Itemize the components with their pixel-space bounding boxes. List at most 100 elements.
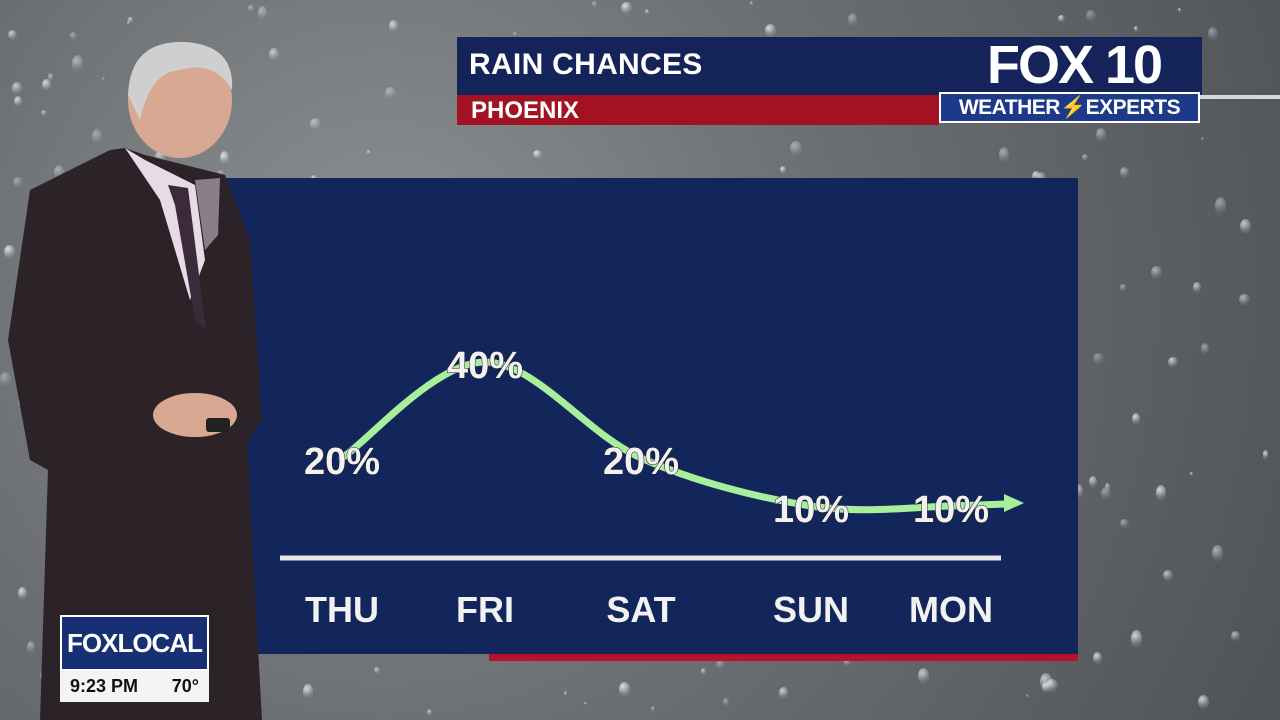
rain-drop <box>1151 266 1162 280</box>
rain-drop <box>645 9 650 15</box>
rain-drop <box>591 0 598 9</box>
rain-drop <box>1201 343 1210 355</box>
rain-drop <box>1073 483 1084 499</box>
category-label: SAT <box>606 589 675 630</box>
rain-drop <box>1025 693 1030 698</box>
series-arrow <box>1004 494 1024 512</box>
rain-drop <box>1131 412 1141 426</box>
rain-drop <box>1032 170 1041 183</box>
rain-drop <box>8 29 18 40</box>
rain-drop <box>1101 487 1112 501</box>
rain-drop <box>1211 544 1223 562</box>
rain-drop <box>71 54 84 73</box>
rain-drop <box>389 20 398 34</box>
header-divider <box>1200 95 1280 99</box>
rain-drop <box>367 149 371 155</box>
rain-drop <box>385 86 396 99</box>
rain-drop <box>1198 694 1209 709</box>
rain-drop <box>790 141 802 157</box>
rain-drop <box>1131 630 1143 648</box>
rain-drop <box>13 176 24 189</box>
data-label: 10% <box>773 489 849 531</box>
rain-drop <box>1193 282 1201 294</box>
category-label: SUN <box>773 589 849 630</box>
rain-drop <box>12 81 22 96</box>
rain-drop <box>1239 219 1251 235</box>
rain-drop <box>248 5 255 13</box>
rain-drop <box>999 147 1010 163</box>
data-label: 20% <box>304 441 380 483</box>
time-temp-bar: 9:23 PM 70° <box>60 671 209 702</box>
rain-drop <box>92 129 103 145</box>
rain-drop <box>257 6 267 21</box>
rain-drop <box>219 150 229 166</box>
rain-drop <box>1120 518 1129 529</box>
rain-drop <box>47 73 54 83</box>
rain-drop <box>1162 569 1173 581</box>
chart-panel <box>218 178 1078 654</box>
category-label: FRI <box>456 589 514 630</box>
rain-drop <box>650 705 656 713</box>
rain-drop <box>1104 482 1111 491</box>
current-temperature: 70° <box>171 676 199 696</box>
rain-drop <box>1095 128 1106 143</box>
rain-drop <box>779 166 786 174</box>
rain-drop <box>618 681 631 697</box>
title-bar: RAIN CHANCES <box>457 37 1202 95</box>
rain-drop <box>18 587 27 600</box>
rain-drop <box>1040 672 1053 691</box>
rain-drop <box>918 668 930 684</box>
rain-drop <box>1120 167 1130 178</box>
rain-drop <box>1208 27 1219 42</box>
rain-drop <box>1093 651 1103 664</box>
rain-drop <box>1134 26 1139 33</box>
rain-drop <box>1120 283 1126 292</box>
rain-drop <box>847 13 858 28</box>
rain-drop <box>126 21 130 25</box>
rain-drop <box>3 244 15 259</box>
data-label: 10% <box>913 489 989 531</box>
rain-drop <box>533 150 542 160</box>
rain-drop <box>722 697 730 707</box>
rain-drop <box>1046 678 1059 692</box>
rain-drop <box>69 31 78 40</box>
rain-drop <box>427 709 432 717</box>
rain-drop <box>155 149 167 165</box>
rain-drop <box>716 659 726 669</box>
rain-drop <box>513 31 518 37</box>
rain-drop <box>1057 14 1065 23</box>
rain-drop <box>1082 154 1089 162</box>
rain-drop <box>101 77 106 81</box>
rain-drop <box>1086 10 1096 22</box>
rain-drop <box>1201 136 1205 141</box>
rain-drop <box>700 668 706 676</box>
rain-drop <box>843 658 851 666</box>
rain-drop <box>1155 484 1167 501</box>
rain-drop <box>564 691 568 696</box>
rain-drop <box>621 2 633 14</box>
rain-drop <box>1167 356 1178 368</box>
rain-drop <box>749 1 753 6</box>
rain-drop <box>41 78 51 91</box>
rain-drop <box>764 24 776 38</box>
rain-drop <box>1262 450 1269 460</box>
rain-drop <box>1239 293 1250 306</box>
location-text: PHOENIX <box>471 97 580 124</box>
rain-drop <box>374 667 381 675</box>
rain-drop <box>1214 197 1227 215</box>
rain-drop <box>778 687 789 699</box>
clock-time: 9:23 PM <box>70 676 139 696</box>
rain-drop <box>583 701 588 706</box>
rain-drop <box>303 684 313 700</box>
rain-drop <box>1230 630 1240 641</box>
rain-drop <box>268 47 279 61</box>
data-label: 20% <box>603 441 679 483</box>
data-label: 40% <box>447 345 523 387</box>
rain-drop <box>309 117 322 130</box>
fox10-logo: FOX 10 <box>986 35 1163 95</box>
category-label: MON <box>909 589 993 630</box>
weather-experts-logo: WEATHER⚡EXPERTS <box>939 92 1200 123</box>
rain-drop <box>1088 476 1097 489</box>
fox-local-logo: FOXLOCAL <box>60 615 209 671</box>
chart-panel-accent <box>489 654 1078 661</box>
